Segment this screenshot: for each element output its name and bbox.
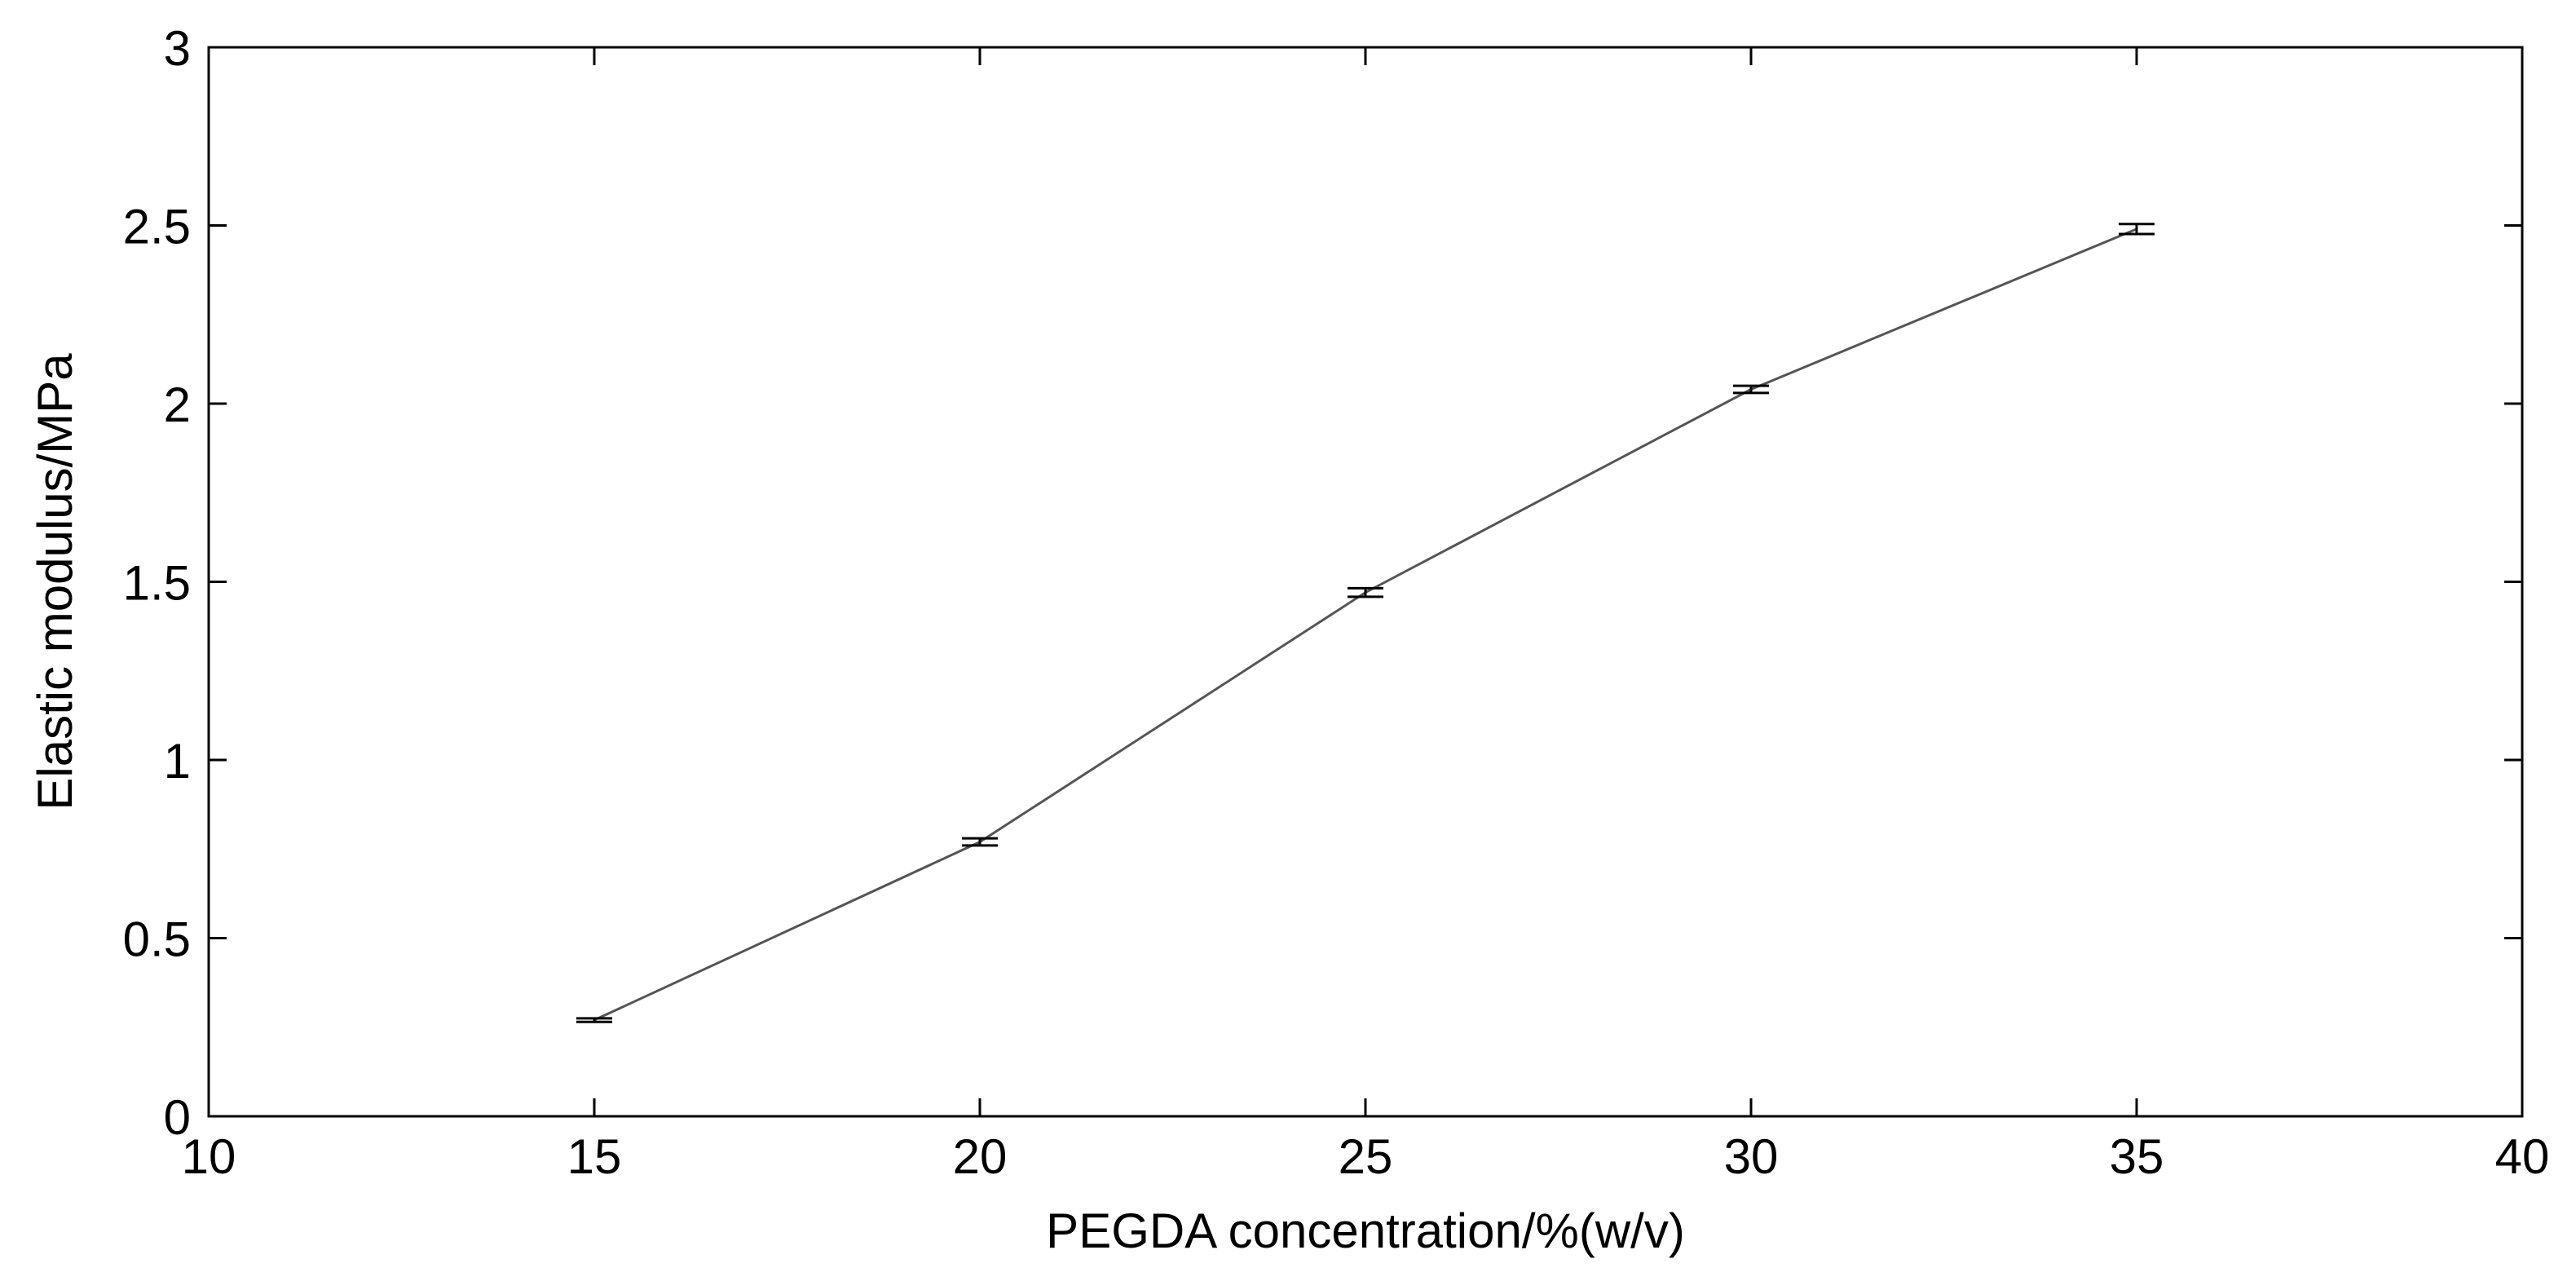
y-tick-label: 1.5 xyxy=(123,556,191,611)
x-tick-label: 20 xyxy=(953,1129,1008,1184)
data-point xyxy=(1750,389,1752,391)
data-point xyxy=(979,841,981,843)
plot-area xyxy=(576,223,2155,1023)
x-tick-label: 35 xyxy=(2110,1129,2164,1184)
x-tick-label: 15 xyxy=(567,1129,622,1184)
x-tick-label: 30 xyxy=(1724,1129,1779,1184)
x-tick-label: 10 xyxy=(182,1129,236,1184)
x-axis-title: PEGDA concentration/%(w/v) xyxy=(1046,1204,1685,1258)
error-bar xyxy=(576,1017,612,1023)
data-point xyxy=(1365,592,1366,594)
x-tick-label: 40 xyxy=(2495,1129,2550,1184)
error-bar xyxy=(2119,223,2155,236)
y-tick-label: 3 xyxy=(164,21,191,76)
x-tick-label: 25 xyxy=(1339,1129,1393,1184)
y-tick-label: 0.5 xyxy=(123,912,191,967)
error-bar xyxy=(1348,586,1383,599)
y-tick-label: 0 xyxy=(164,1090,191,1145)
y-axis-title: Elastic modulus/MPa xyxy=(28,353,82,811)
y-tick-label: 1 xyxy=(164,734,191,788)
error-bar xyxy=(1733,384,1769,395)
data-point xyxy=(593,1019,595,1021)
y-tick-label: 2.5 xyxy=(123,200,191,254)
axes: 10 15 20 25 30 35 40 0 0.5 1 1.5 2 2.5 3 xyxy=(123,21,2550,1184)
error-bar xyxy=(962,837,998,847)
y-tick-label: 2 xyxy=(164,378,191,432)
